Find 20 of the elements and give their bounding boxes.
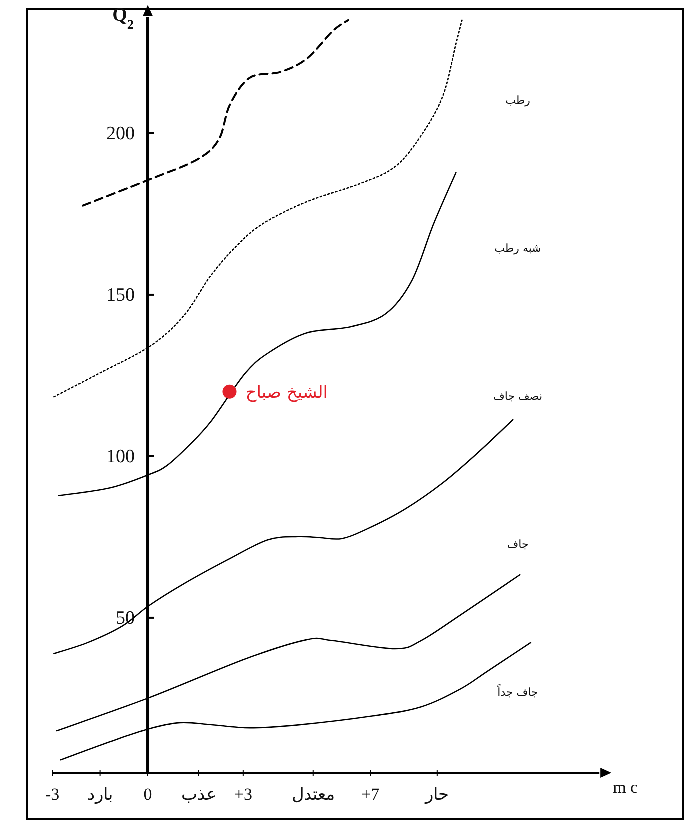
x-tick-label: حار: [424, 784, 450, 804]
annotation: جاف: [507, 538, 529, 551]
x-tick-label: +7: [362, 784, 380, 804]
x-tick-label: -3: [46, 784, 60, 804]
y-tick-label: 50: [116, 608, 136, 629]
y-tick-label: 100: [106, 446, 136, 468]
x-tick-label: بارد: [87, 784, 114, 804]
x-tick-label: +3: [234, 784, 252, 804]
annotation: جاف جداً: [497, 684, 538, 699]
y-tick-label: 200: [106, 123, 136, 144]
x-tick-label: 0: [144, 784, 152, 804]
x-tick-label: معتدل: [292, 784, 335, 804]
annotation: رطب: [506, 94, 530, 107]
annotation: نصف جاف: [493, 390, 543, 403]
x-axis-title: m c: [613, 778, 639, 797]
y-axis-title: Q$_{2}$: [112, 5, 134, 32]
x-tick-label: عذب: [181, 784, 216, 804]
y-tick-label: 150: [106, 284, 136, 306]
annotation: شبه رطب: [494, 242, 542, 255]
series-label: الشيخ صباح: [246, 382, 328, 403]
